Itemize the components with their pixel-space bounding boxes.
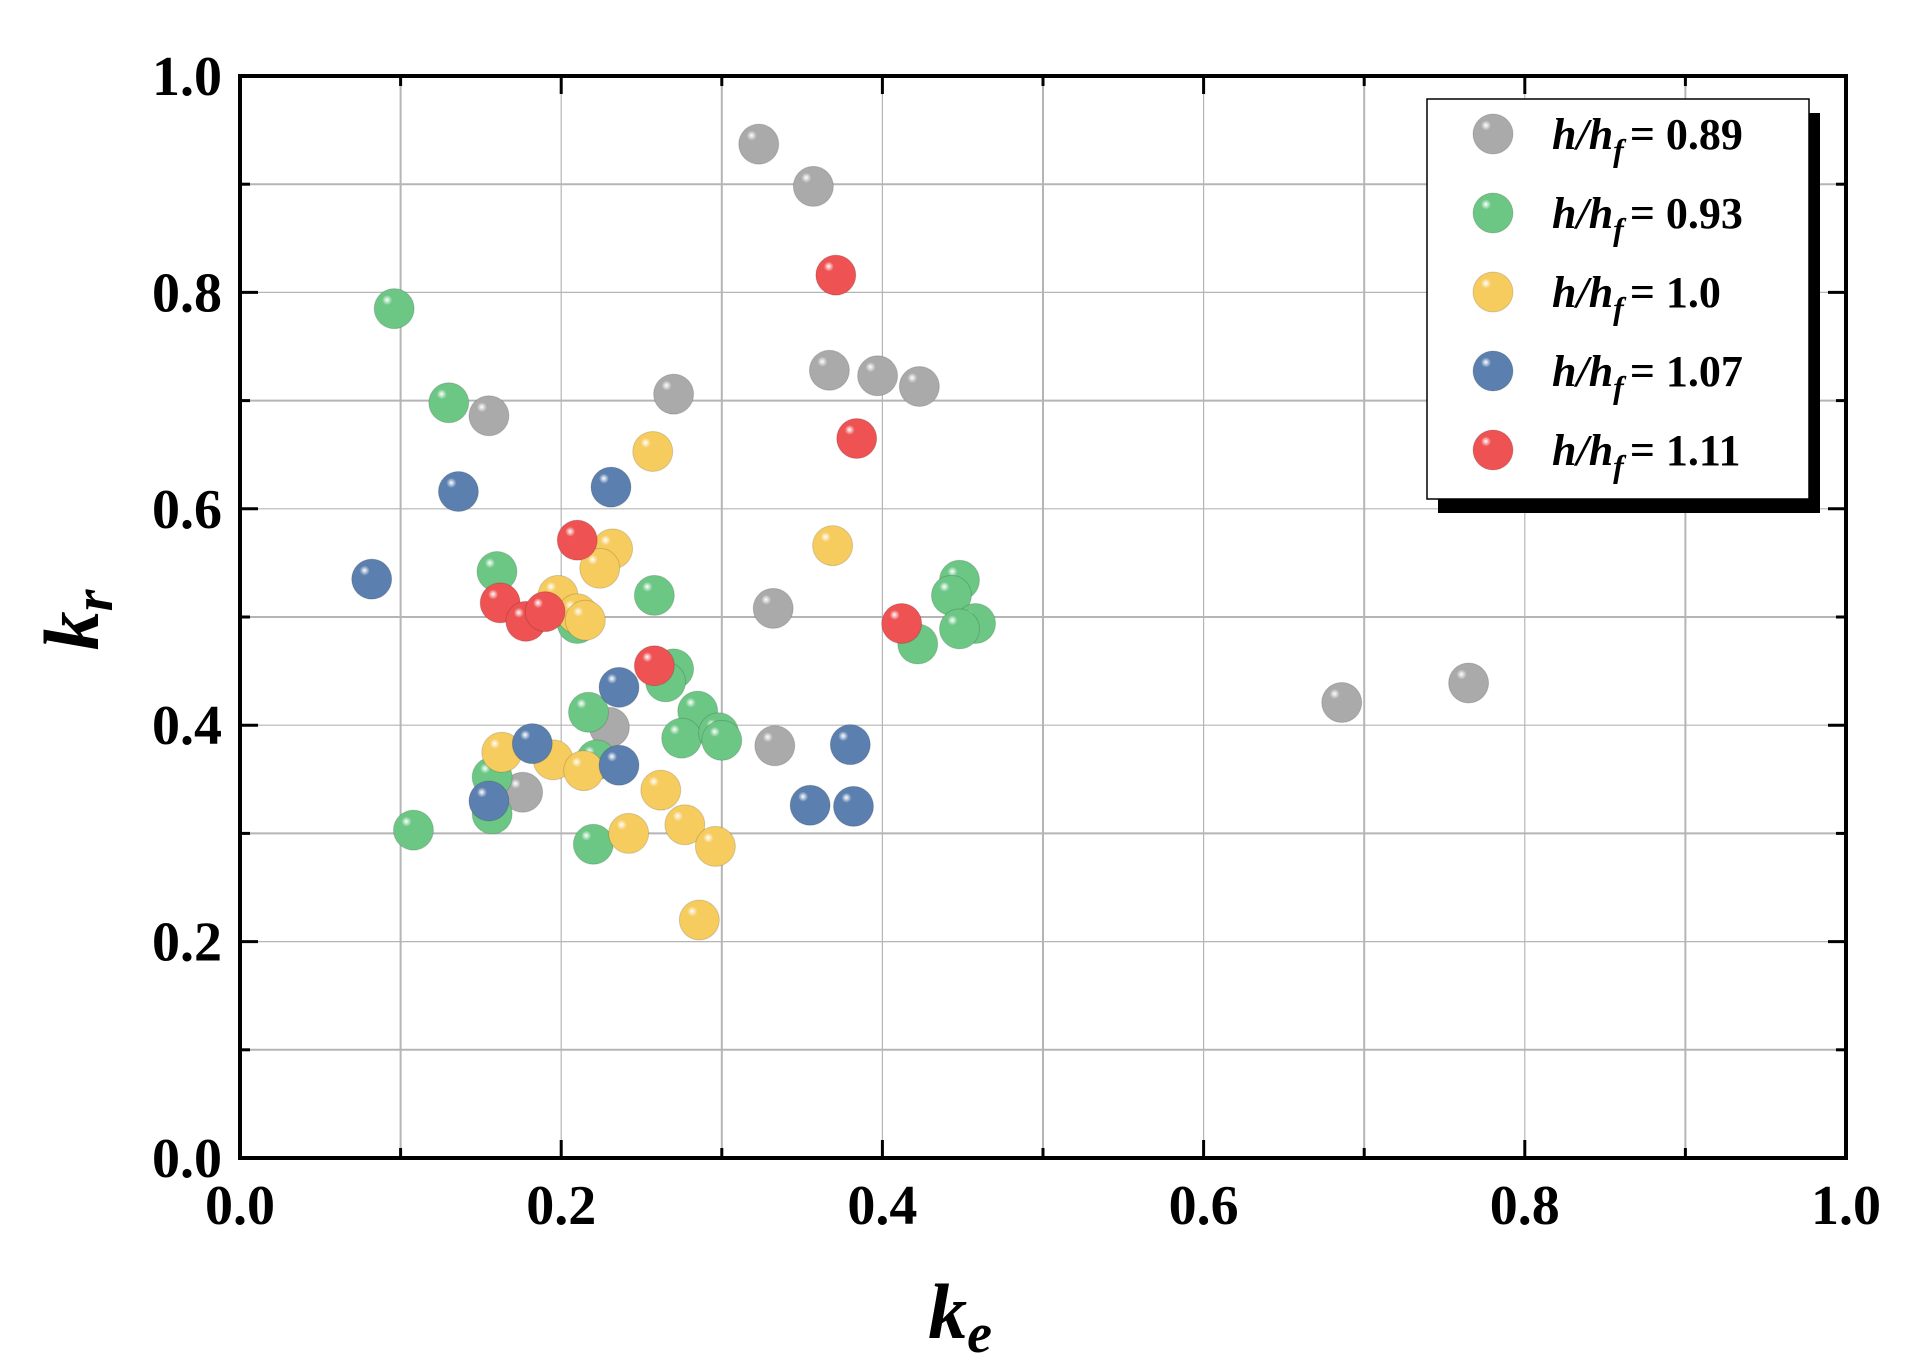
data-point <box>598 744 640 786</box>
data-point <box>428 382 470 424</box>
data-point <box>598 666 640 708</box>
data-point <box>898 366 940 408</box>
data-point <box>792 165 834 207</box>
data-point <box>832 785 874 827</box>
data-point <box>351 558 393 600</box>
data-point <box>836 417 878 459</box>
data-point <box>653 373 695 415</box>
legend-marker <box>1472 113 1514 155</box>
data-point <box>632 430 674 472</box>
y-axis-title: kr <box>28 588 125 650</box>
x-tick-label: 0.0 <box>205 1175 275 1237</box>
legend-marker <box>1472 429 1514 471</box>
legend: h/hf = 0.89 h/hf = 0.93 h/hf = 1.0 h/hf = 1.07 h… <box>1426 98 1820 513</box>
x-tick-label: 0.8 <box>1490 1175 1560 1237</box>
data-point <box>564 599 606 641</box>
data-point <box>524 591 566 633</box>
data-point <box>468 395 510 437</box>
data-point <box>572 823 614 865</box>
data-point <box>511 723 553 765</box>
data-point <box>752 587 794 629</box>
data-point <box>738 123 780 165</box>
data-point <box>694 825 736 867</box>
y-tick-labels: 0.0 0.2 0.4 0.6 0.8 1.0 <box>152 46 222 1190</box>
axis-ticks <box>240 76 1846 1158</box>
data-point <box>590 466 632 508</box>
x-tick-label: 0.4 <box>847 1175 917 1237</box>
data-point <box>640 769 682 811</box>
data-point <box>373 288 415 330</box>
data-points <box>351 123 1490 941</box>
data-point <box>608 812 650 854</box>
legend-marker <box>1472 350 1514 392</box>
data-point <box>789 784 831 826</box>
legend-marker <box>1472 271 1514 313</box>
x-axis-title: ke <box>928 1268 992 1365</box>
data-point <box>754 725 796 767</box>
data-point <box>829 724 871 766</box>
data-point <box>468 780 510 822</box>
x-tick-label: 0.6 <box>1169 1175 1239 1237</box>
legend-label: h/hf = 1.0 <box>1552 268 1721 326</box>
data-point <box>678 899 720 941</box>
legend-label: h/hf = 1.11 <box>1552 426 1740 484</box>
data-point <box>661 717 703 759</box>
data-point <box>563 750 605 792</box>
y-tick-label: 0.0 <box>152 1128 222 1190</box>
x-tick-label: 0.2 <box>526 1175 596 1237</box>
data-point <box>808 349 850 391</box>
data-point <box>812 525 854 567</box>
data-point <box>1321 681 1363 723</box>
data-point <box>633 645 675 687</box>
y-tick-label: 0.6 <box>152 479 222 541</box>
data-point <box>556 519 598 561</box>
data-point <box>392 809 434 851</box>
data-point <box>701 719 743 761</box>
data-point <box>938 608 980 650</box>
data-point <box>568 691 610 733</box>
y-tick-label: 0.8 <box>152 262 222 324</box>
data-point <box>579 547 621 589</box>
legend-label: h/hf = 0.93 <box>1552 189 1743 247</box>
legend-label: h/hf = 0.89 <box>1552 110 1743 168</box>
data-point <box>815 254 857 296</box>
data-point <box>633 574 675 616</box>
y-tick-label: 0.4 <box>152 695 222 757</box>
x-tick-labels: 0.0 0.2 0.4 0.6 0.8 1.0 <box>205 1175 1881 1237</box>
data-point <box>881 602 923 644</box>
y-tick-label: 1.0 <box>152 46 222 108</box>
data-point <box>1448 662 1490 704</box>
legend-label: h/hf = 1.07 <box>1552 347 1743 405</box>
y-tick-label: 0.2 <box>152 912 222 974</box>
data-point <box>857 355 899 397</box>
data-point <box>437 470 479 512</box>
data-point <box>664 804 706 846</box>
x-tick-label: 1.0 <box>1811 1175 1881 1237</box>
legend-marker <box>1472 192 1514 234</box>
